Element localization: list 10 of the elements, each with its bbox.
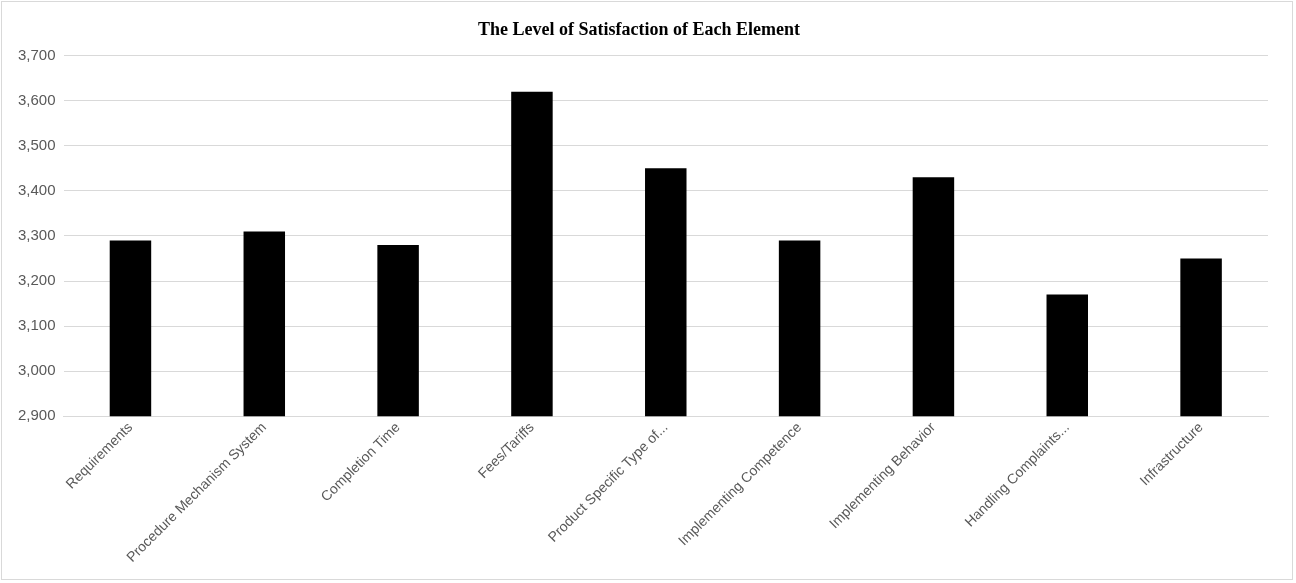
y-tick-label: 3,100 [17, 316, 56, 334]
y-tick-label: 3,700 [17, 45, 56, 63]
y-tick-label: 3,000 [17, 361, 56, 379]
y-tick-label: 3,600 [17, 90, 56, 108]
y-tick-label: 3,200 [17, 271, 56, 289]
y-tick-label: 2,900 [17, 406, 56, 424]
y-tick-label: 3,400 [17, 181, 56, 199]
chart-title: The Level of Satisfaction of Each Element [478, 19, 800, 40]
y-tick-label: 3,500 [17, 135, 56, 153]
y-tick-label: 3,300 [17, 226, 56, 244]
